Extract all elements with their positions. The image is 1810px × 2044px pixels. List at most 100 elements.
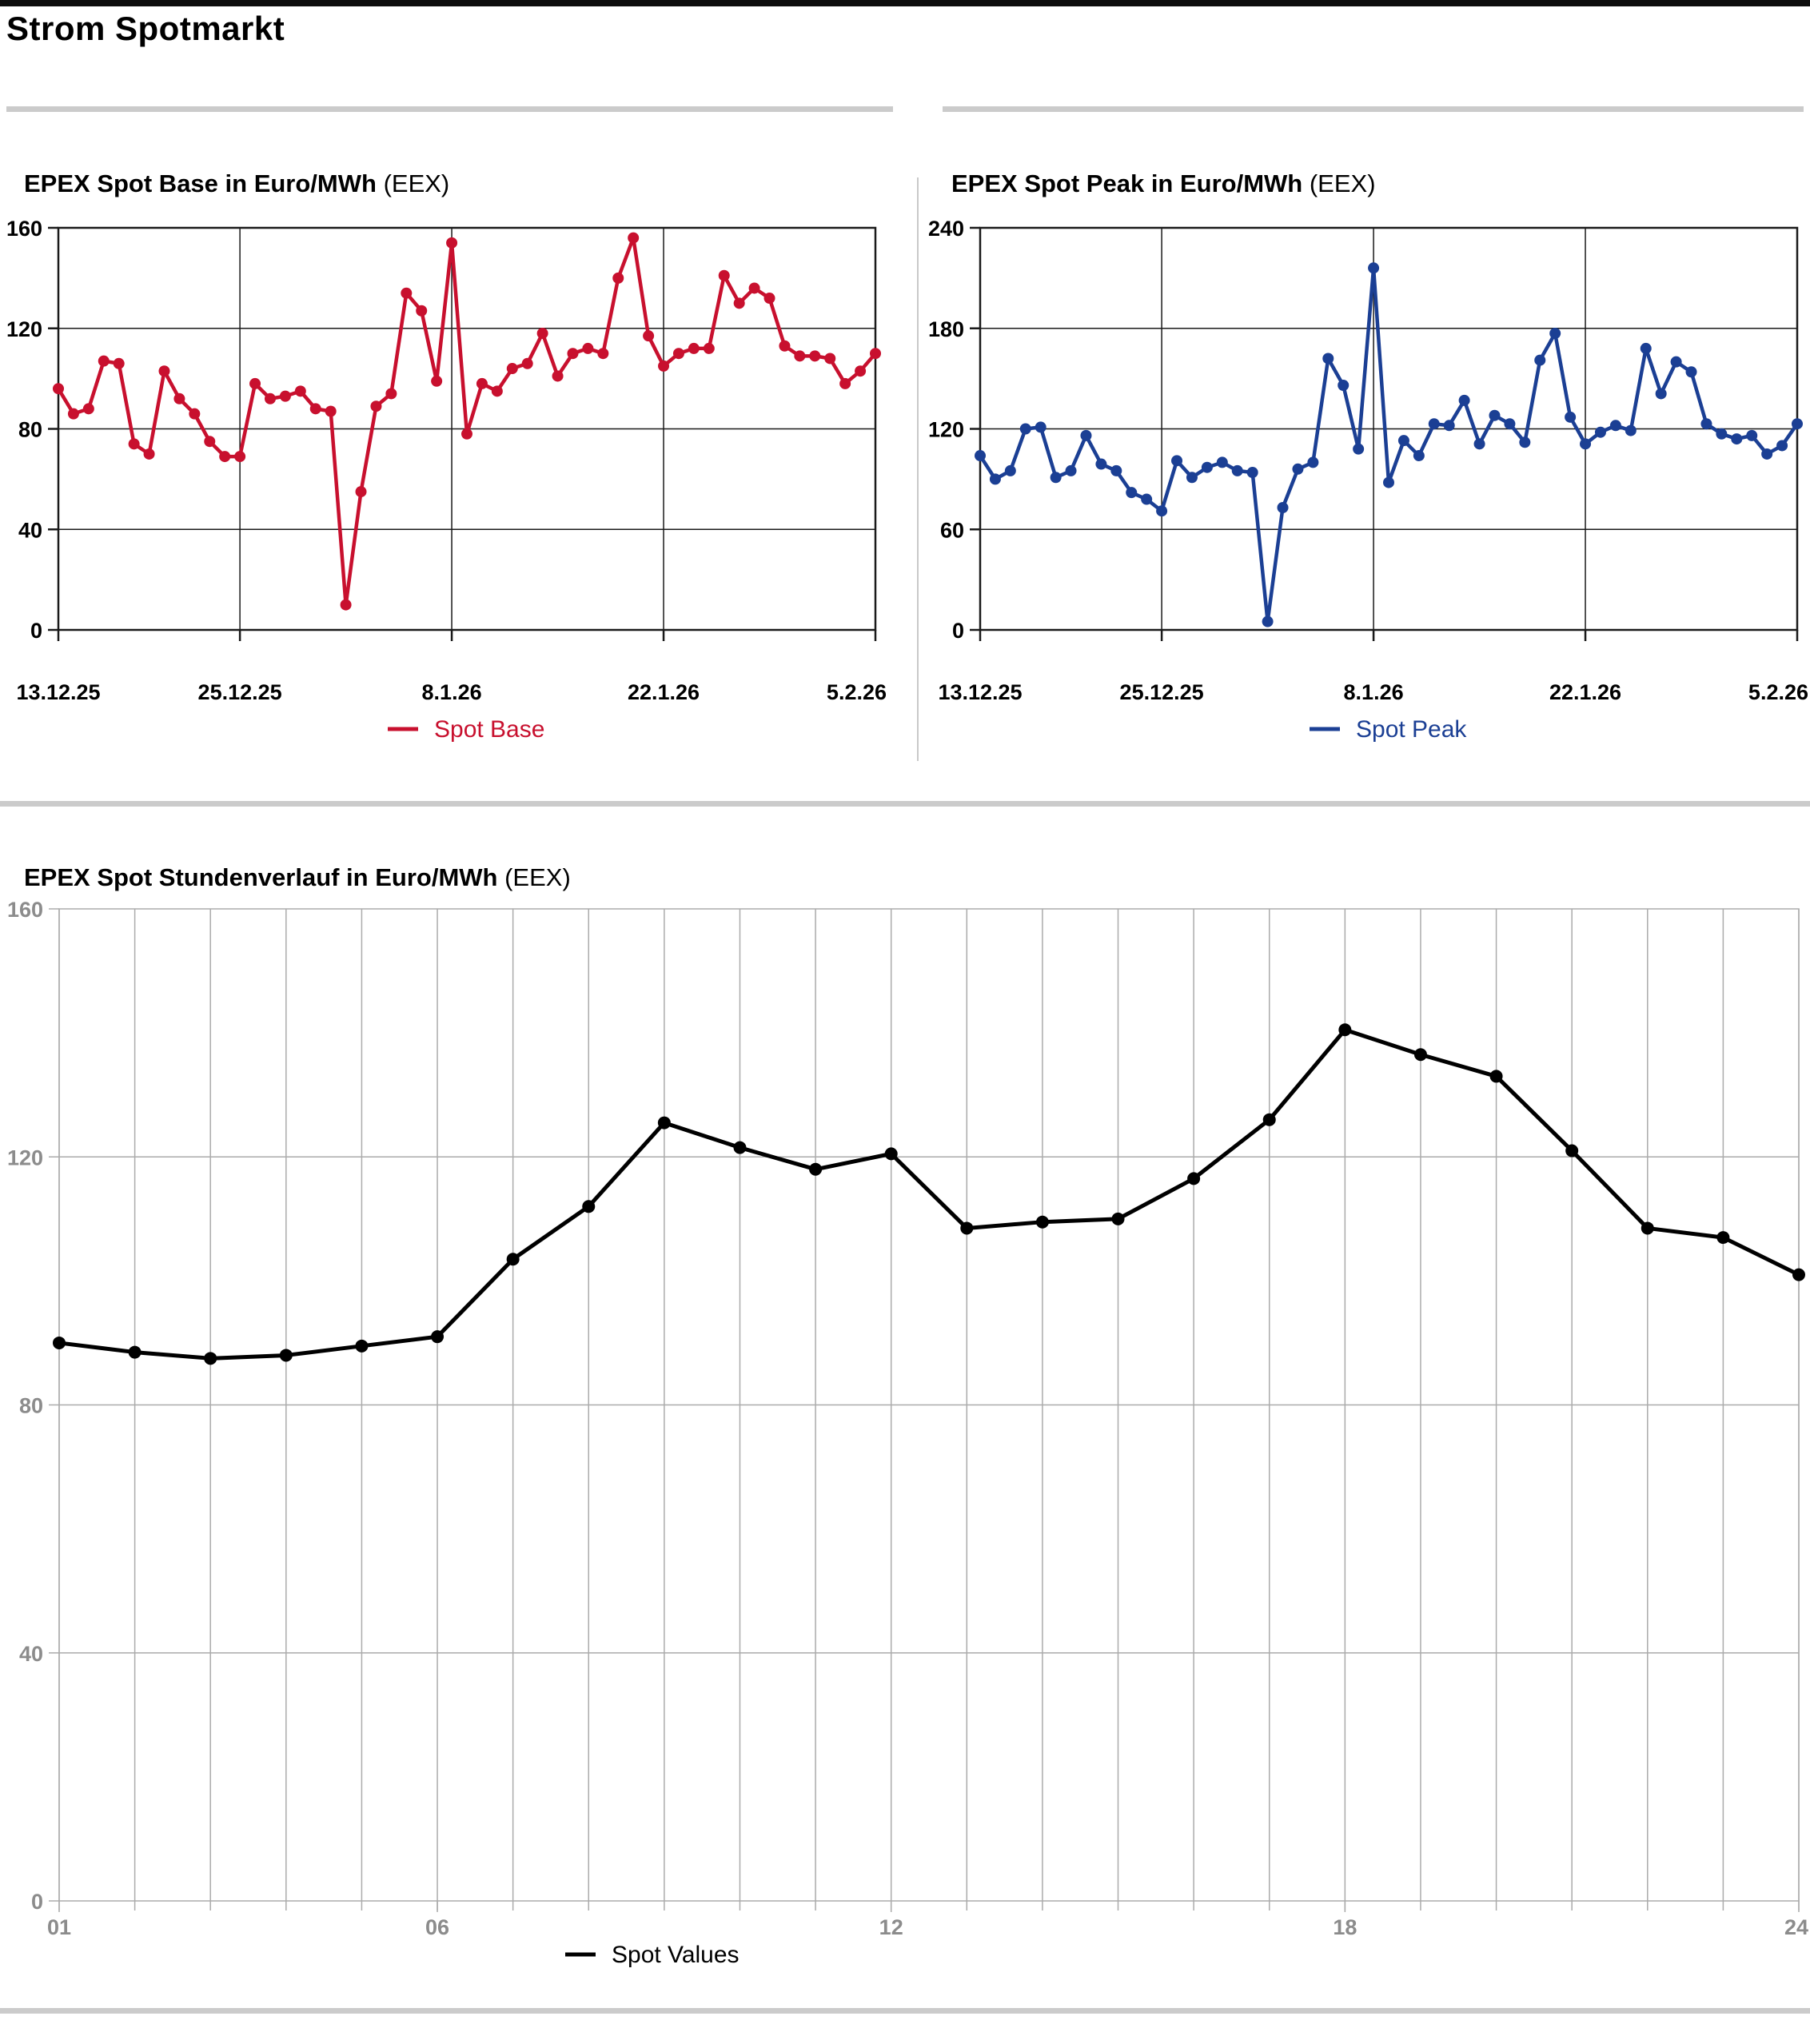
spot-peak-data-point (1338, 380, 1350, 392)
spot-base-data-point (688, 342, 700, 354)
spot-values-data-point (1792, 1268, 1805, 1281)
spot-values-data-point (1413, 1048, 1427, 1062)
spot-peak-data-point (1458, 394, 1470, 406)
spot-base-data-point (128, 438, 140, 450)
y-tick-label: 60 (940, 518, 964, 542)
spot-peak-data-point (1368, 262, 1380, 274)
spot-values-legend: Spot Values (565, 1942, 740, 1968)
spot-peak-data-point (1580, 438, 1592, 450)
spot-base-data-point (733, 297, 745, 309)
spot-base-data-point (279, 390, 291, 402)
x-tick-label: 5.2.26 (1748, 680, 1808, 704)
spot-peak-data-point (1186, 472, 1198, 484)
spot-values-data-point (1565, 1144, 1579, 1157)
x-tick-label: 12 (879, 1915, 903, 1939)
spot-peak-data-point (1700, 418, 1712, 430)
spot-values-data-point (733, 1141, 747, 1154)
x-tick-label: 25.12.25 (1120, 680, 1204, 704)
spot-base-data-point (340, 599, 352, 611)
spot-values-data-point (1489, 1070, 1503, 1083)
y-tick-label: 120 (6, 317, 42, 341)
spot-base-data-point (870, 348, 881, 360)
spot-peak-data-point (1792, 418, 1803, 430)
spot-values-data-point (1716, 1231, 1730, 1245)
spot-values-data-point (204, 1352, 217, 1365)
spot-base-data-point (582, 342, 594, 354)
spot-peak-chart-title: EPEX Spot Peak in Euro/MWh (EEX) (951, 169, 1376, 198)
y-tick-label: 160 (6, 217, 42, 241)
spot-values-data-point (884, 1147, 898, 1161)
spot-base-title-source: (EEX) (383, 169, 450, 197)
hourly-chart-title: EPEX Spot Stundenverlauf in Euro/MWh (EE… (24, 863, 571, 892)
spot-base-data-point (491, 385, 503, 397)
spot-values-data-point (279, 1349, 293, 1362)
spot-base-data-point (567, 348, 579, 360)
x-tick-label: 25.12.25 (198, 680, 282, 704)
y-tick-label: 0 (31, 1890, 43, 1914)
spot-peak-data-point (989, 473, 1001, 485)
x-tick-label: 22.1.26 (1549, 680, 1621, 704)
spot-base-data-point (401, 287, 413, 299)
spot-peak-data-point (1080, 429, 1092, 441)
spot-base-data-point (446, 237, 458, 249)
spot-peak-data-point (1201, 461, 1213, 473)
spot-base-data-point (158, 365, 170, 377)
spot-base-data-point (385, 388, 397, 400)
spot-base-data-point (204, 436, 216, 448)
spot-peak-data-point (1594, 426, 1606, 438)
spot-peak-data-point (1473, 438, 1485, 450)
section-divider-right (943, 106, 1804, 112)
spot-values-data-point (1641, 1221, 1654, 1235)
spot-peak-data-point (1549, 328, 1561, 340)
spot-base-data-point (779, 340, 791, 352)
spot-peak-title-text: EPEX Spot Peak in Euro/MWh (951, 169, 1303, 197)
page-title: Strom Spotmarkt (6, 10, 285, 47)
spot-base-data-point (763, 293, 775, 305)
spot-base-data-point (431, 375, 443, 387)
spot-peak-data-point (1110, 464, 1122, 476)
spot-values-data-point (1187, 1172, 1201, 1185)
spot-peak-data-point (1065, 464, 1077, 476)
spot-peak-data-point (1156, 505, 1168, 517)
spot-peak-data-point (1262, 616, 1274, 628)
spot-peak-data-point (1126, 487, 1138, 499)
spot-peak-legend-label: Spot Peak (1356, 716, 1467, 743)
x-tick-label: 22.1.26 (628, 680, 700, 704)
spot-base-data-point (173, 392, 185, 404)
spot-peak-data-point (1231, 464, 1243, 476)
spot-values-legend-label: Spot Values (612, 1942, 740, 1968)
spot-peak-chart: 0 60 120 180 240 13.12.25 25.12.25 8.1.26 22.1.2… (928, 217, 1808, 743)
hourly-title-source: (EEX) (504, 863, 571, 891)
y-tick-label: 120 (928, 418, 964, 442)
spot-base-data-point (521, 357, 533, 369)
spot-peak-data-point (1292, 463, 1304, 475)
spot-base-legend: Spot Base (388, 716, 544, 743)
spot-values-data-point (506, 1253, 520, 1266)
y-tick-label: 120 (7, 1146, 43, 1169)
y-tick-label: 40 (18, 518, 42, 542)
spot-base-data-point (597, 348, 609, 360)
spot-base-data-point (370, 400, 382, 412)
spot-base-data-point (748, 282, 760, 294)
spot-base-data-point (612, 272, 624, 284)
spot-peak-data-point (1746, 429, 1758, 441)
spot-peak-data-point (1761, 448, 1773, 460)
spot-base-data-point (189, 408, 201, 420)
spot-base-data-point (294, 385, 306, 397)
spot-peak-data-point (1776, 440, 1788, 452)
spot-base-data-point (628, 232, 640, 244)
spot-values-data-point (582, 1200, 596, 1213)
spot-base-data-point (809, 350, 821, 362)
y-tick-label: 40 (19, 1642, 43, 1666)
spot-base-data-point (672, 348, 684, 360)
spot-values-data-point (53, 1336, 66, 1349)
spot-peak-line (978, 266, 1800, 624)
y-tick-label: 80 (18, 418, 42, 442)
spot-peak-data-point (1519, 436, 1531, 448)
spot-values-line (57, 1027, 1801, 1361)
spot-peak-data-point (1322, 353, 1334, 365)
spot-peak-title-source: (EEX) (1309, 169, 1376, 197)
spot-base-data-point (855, 365, 867, 377)
x-tick-label: 13.12.25 (16, 680, 100, 704)
spot-peak-data-point (1504, 418, 1516, 430)
